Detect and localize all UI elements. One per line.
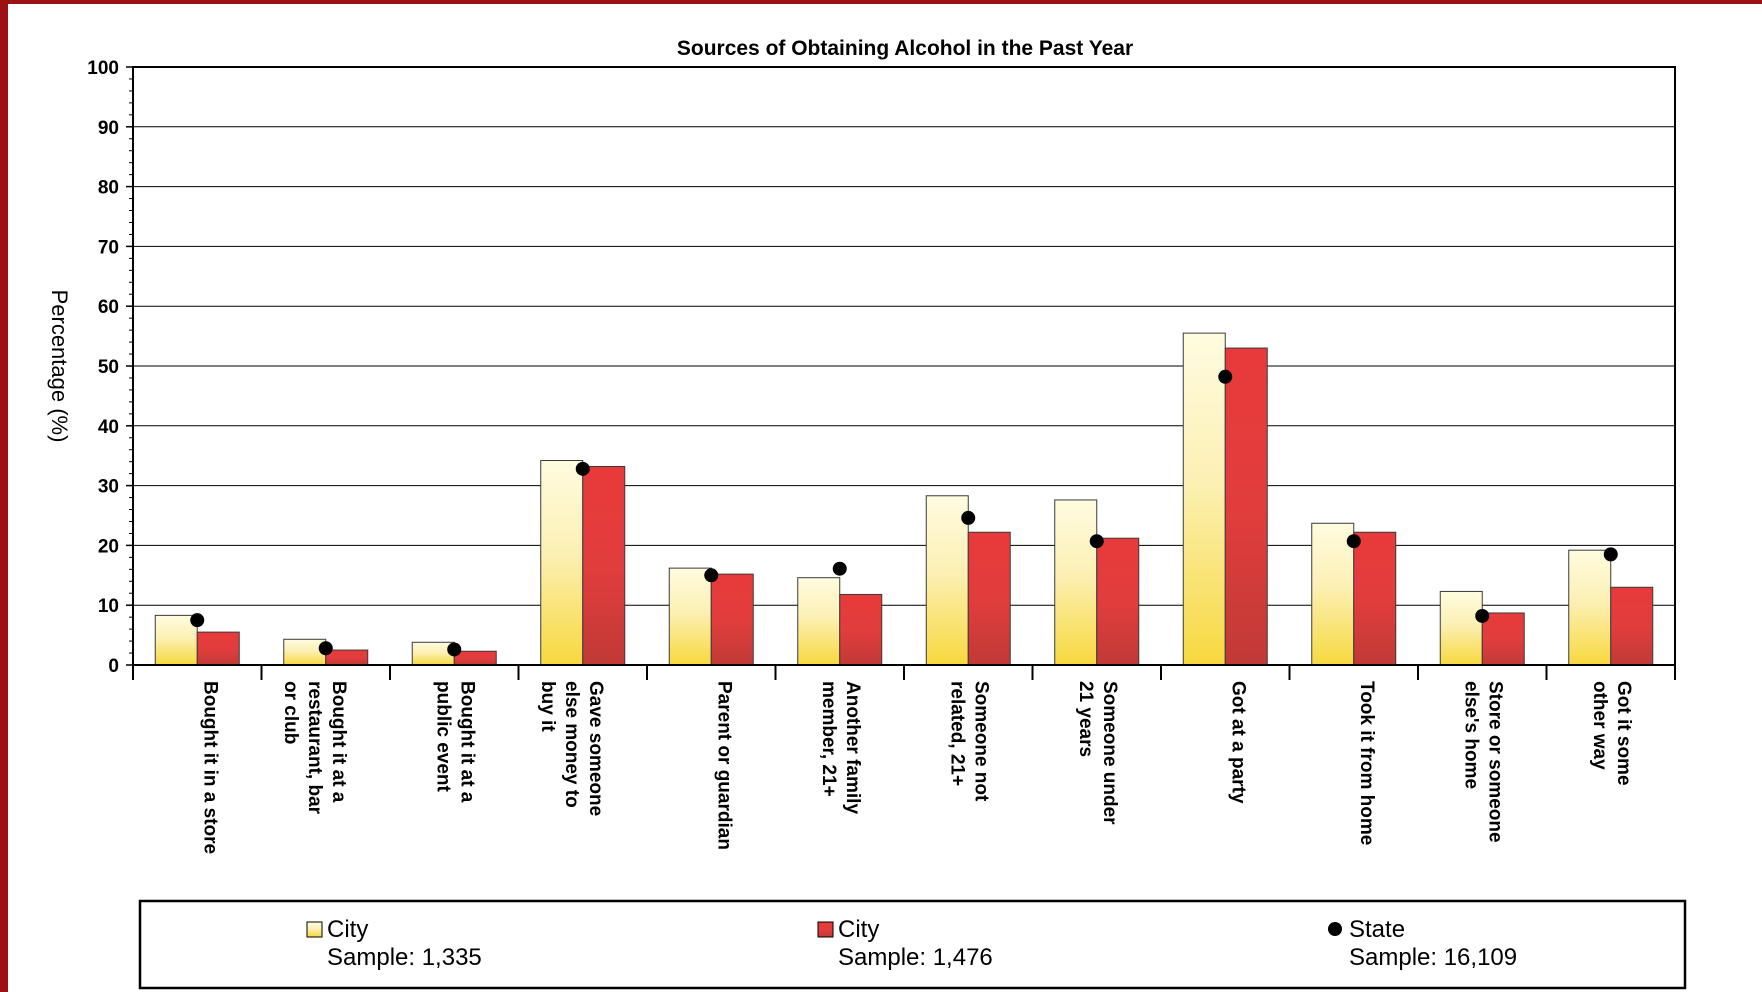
marker-state xyxy=(1218,369,1233,384)
bar-city-1 xyxy=(797,577,841,666)
y-tick-label: 40 xyxy=(98,417,119,438)
category-label: Got at a party xyxy=(1227,681,1248,804)
bar-city-2 xyxy=(967,531,1011,666)
legend-marker-state xyxy=(1328,922,1342,936)
legend-sample-state: Sample: 16,109 xyxy=(1349,944,1517,971)
marker-state xyxy=(1603,547,1618,562)
y-tick-label: 70 xyxy=(98,237,119,258)
chart-title: Sources of Obtaining Alcohol in the Past… xyxy=(677,37,1133,60)
marker-state xyxy=(704,568,719,583)
bar-city-2 xyxy=(1353,531,1397,666)
bar-city-1 xyxy=(1182,332,1226,666)
frame-top-border xyxy=(0,0,1762,4)
category-labels: Bought it in a store Bought it at arestau… xyxy=(199,681,1634,854)
y-tick-label: 90 xyxy=(98,118,119,139)
y-tick-label: 80 xyxy=(98,178,119,199)
marker-state xyxy=(1346,534,1361,549)
marker-state xyxy=(1475,608,1490,623)
category-label: Another familymember, 21+ xyxy=(818,681,863,814)
marker-state xyxy=(1089,534,1104,549)
bar-city-1 xyxy=(1054,499,1098,666)
y-tick-label: 100 xyxy=(87,58,119,79)
legend-label-city-1: City xyxy=(327,916,368,943)
marker-state xyxy=(318,641,333,656)
bar-city-1 xyxy=(1439,590,1483,666)
y-tick-label: 20 xyxy=(98,536,119,557)
bar-city-1 xyxy=(411,641,455,666)
gridlines xyxy=(133,66,1675,606)
category-label: Took it from home xyxy=(1356,681,1377,845)
legend-box xyxy=(138,899,1687,990)
category-label: Store or someoneelse's home xyxy=(1460,681,1505,843)
category-label: Bought it in a store xyxy=(199,681,220,854)
category-label: Someone under21 years xyxy=(1075,681,1120,825)
legend-swatch-city-1 xyxy=(306,921,323,938)
category-label: Someone notrelated, 21+ xyxy=(946,681,991,802)
legend-sample-city-2: Sample: 1,476 xyxy=(838,944,993,971)
bar-city-1 xyxy=(540,459,584,666)
bar-city-2 xyxy=(196,631,240,666)
bar-city-2 xyxy=(1096,537,1140,666)
legend: City Sample: 1,335 City Sample: 1,476 St… xyxy=(138,899,1687,990)
legend-label-city-2: City xyxy=(838,916,879,943)
bar-city-2 xyxy=(582,465,626,666)
y-tick-label: 0 xyxy=(108,656,119,677)
y-tick-label: 30 xyxy=(98,477,119,498)
category-label: Gave someoneelse money tobuy it xyxy=(537,681,606,816)
y-tick-label: 50 xyxy=(98,357,119,378)
bar-city-2 xyxy=(839,593,883,666)
y-tick-labels: 0 10 20 30 40 50 60 70 80 90 100 xyxy=(87,58,119,677)
legend-label-state: State xyxy=(1349,916,1405,943)
bar-city-1 xyxy=(1311,522,1355,666)
y-tick-label: 60 xyxy=(98,297,119,318)
y-tick-label: 10 xyxy=(98,596,119,617)
bar-city-2 xyxy=(1481,612,1525,666)
bar-city-1 xyxy=(1568,549,1612,666)
bar-city-2 xyxy=(1224,347,1268,666)
state-markers xyxy=(190,369,1618,657)
bar-city-2 xyxy=(710,573,754,666)
bars xyxy=(154,332,1654,666)
bar-city-2 xyxy=(325,649,369,666)
marker-state xyxy=(190,613,205,628)
category-label: Got it someother way xyxy=(1589,681,1634,786)
marker-state xyxy=(832,561,847,576)
bar-city-1 xyxy=(154,614,198,666)
category-label: Parent or guardian xyxy=(713,681,734,850)
bar-city-1 xyxy=(668,567,712,666)
bar-city-1 xyxy=(283,638,327,666)
legend-sample-city-1: Sample: 1,335 xyxy=(327,944,482,971)
bar-city-1 xyxy=(925,495,969,666)
legend-swatch-city-2 xyxy=(817,921,834,938)
marker-state xyxy=(575,461,590,476)
marker-state xyxy=(961,510,976,525)
y-axis-label: Percentage (%) xyxy=(47,290,72,443)
bar-city-2 xyxy=(453,650,497,666)
frame-left-border xyxy=(0,0,8,992)
axes xyxy=(126,66,1676,680)
category-label: Bought it at apublic event xyxy=(432,681,477,803)
marker-state xyxy=(447,642,462,657)
bar-city-2 xyxy=(1610,586,1654,666)
category-label: Bought it at arestaurant, baror club xyxy=(280,681,349,815)
